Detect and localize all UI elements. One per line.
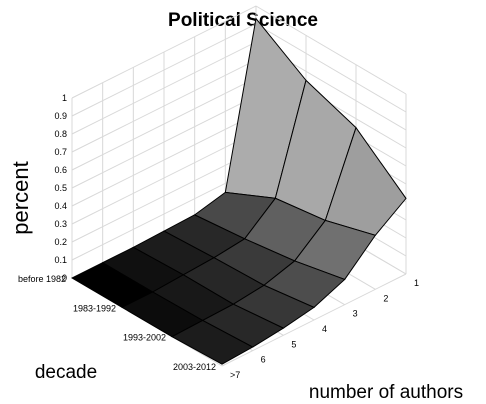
surface-layer [70,17,407,365]
decade-tick-label: 1983-1992 [73,303,116,313]
grid-line-z-right [255,5,407,95]
chart-title: Political Science [168,10,318,31]
decade-tick-label: 2003-2012 [173,362,216,372]
author-tick-label: 1 [414,278,419,288]
z-tick-label: 0.3 [54,219,67,229]
grid-line-z-right [255,23,407,113]
author-tick-label: 3 [353,309,358,319]
z-tick-label: 0.1 [54,255,67,265]
z-tick-label: 0.5 [54,183,67,193]
author-tick-label: 6 [261,355,266,365]
z-axis-label: percent [8,161,33,234]
tick-layer: 0 0.1 0.2 0.3 0.4 0.5 0.6 0.7 0.8 0.9 1 before 1982… [18,93,419,380]
z-tick-label: 0.4 [54,201,67,211]
z-tick-label: 0.2 [54,237,67,247]
z-tick-label: 0.6 [54,165,67,175]
z-tick-label: 1 [62,93,67,103]
z-tick-label: 0.9 [54,111,67,121]
z-tick-label: 0 [62,273,67,283]
decade-tick-label: 1993-2002 [123,333,166,343]
author-tick-label: 4 [322,324,327,334]
author-tick-label: 2 [383,293,388,303]
surface-patch [170,319,254,365]
z-tick-label: 0.8 [54,129,67,139]
decade-tick-label: before 1982 [18,274,66,284]
y-axis-label: decade [35,362,97,383]
z-tick-label: 0.7 [54,147,67,157]
author-tick-label: 5 [291,339,296,349]
x-axis-label: number of authors [309,382,463,403]
author-tick-label: >7 [230,370,240,380]
